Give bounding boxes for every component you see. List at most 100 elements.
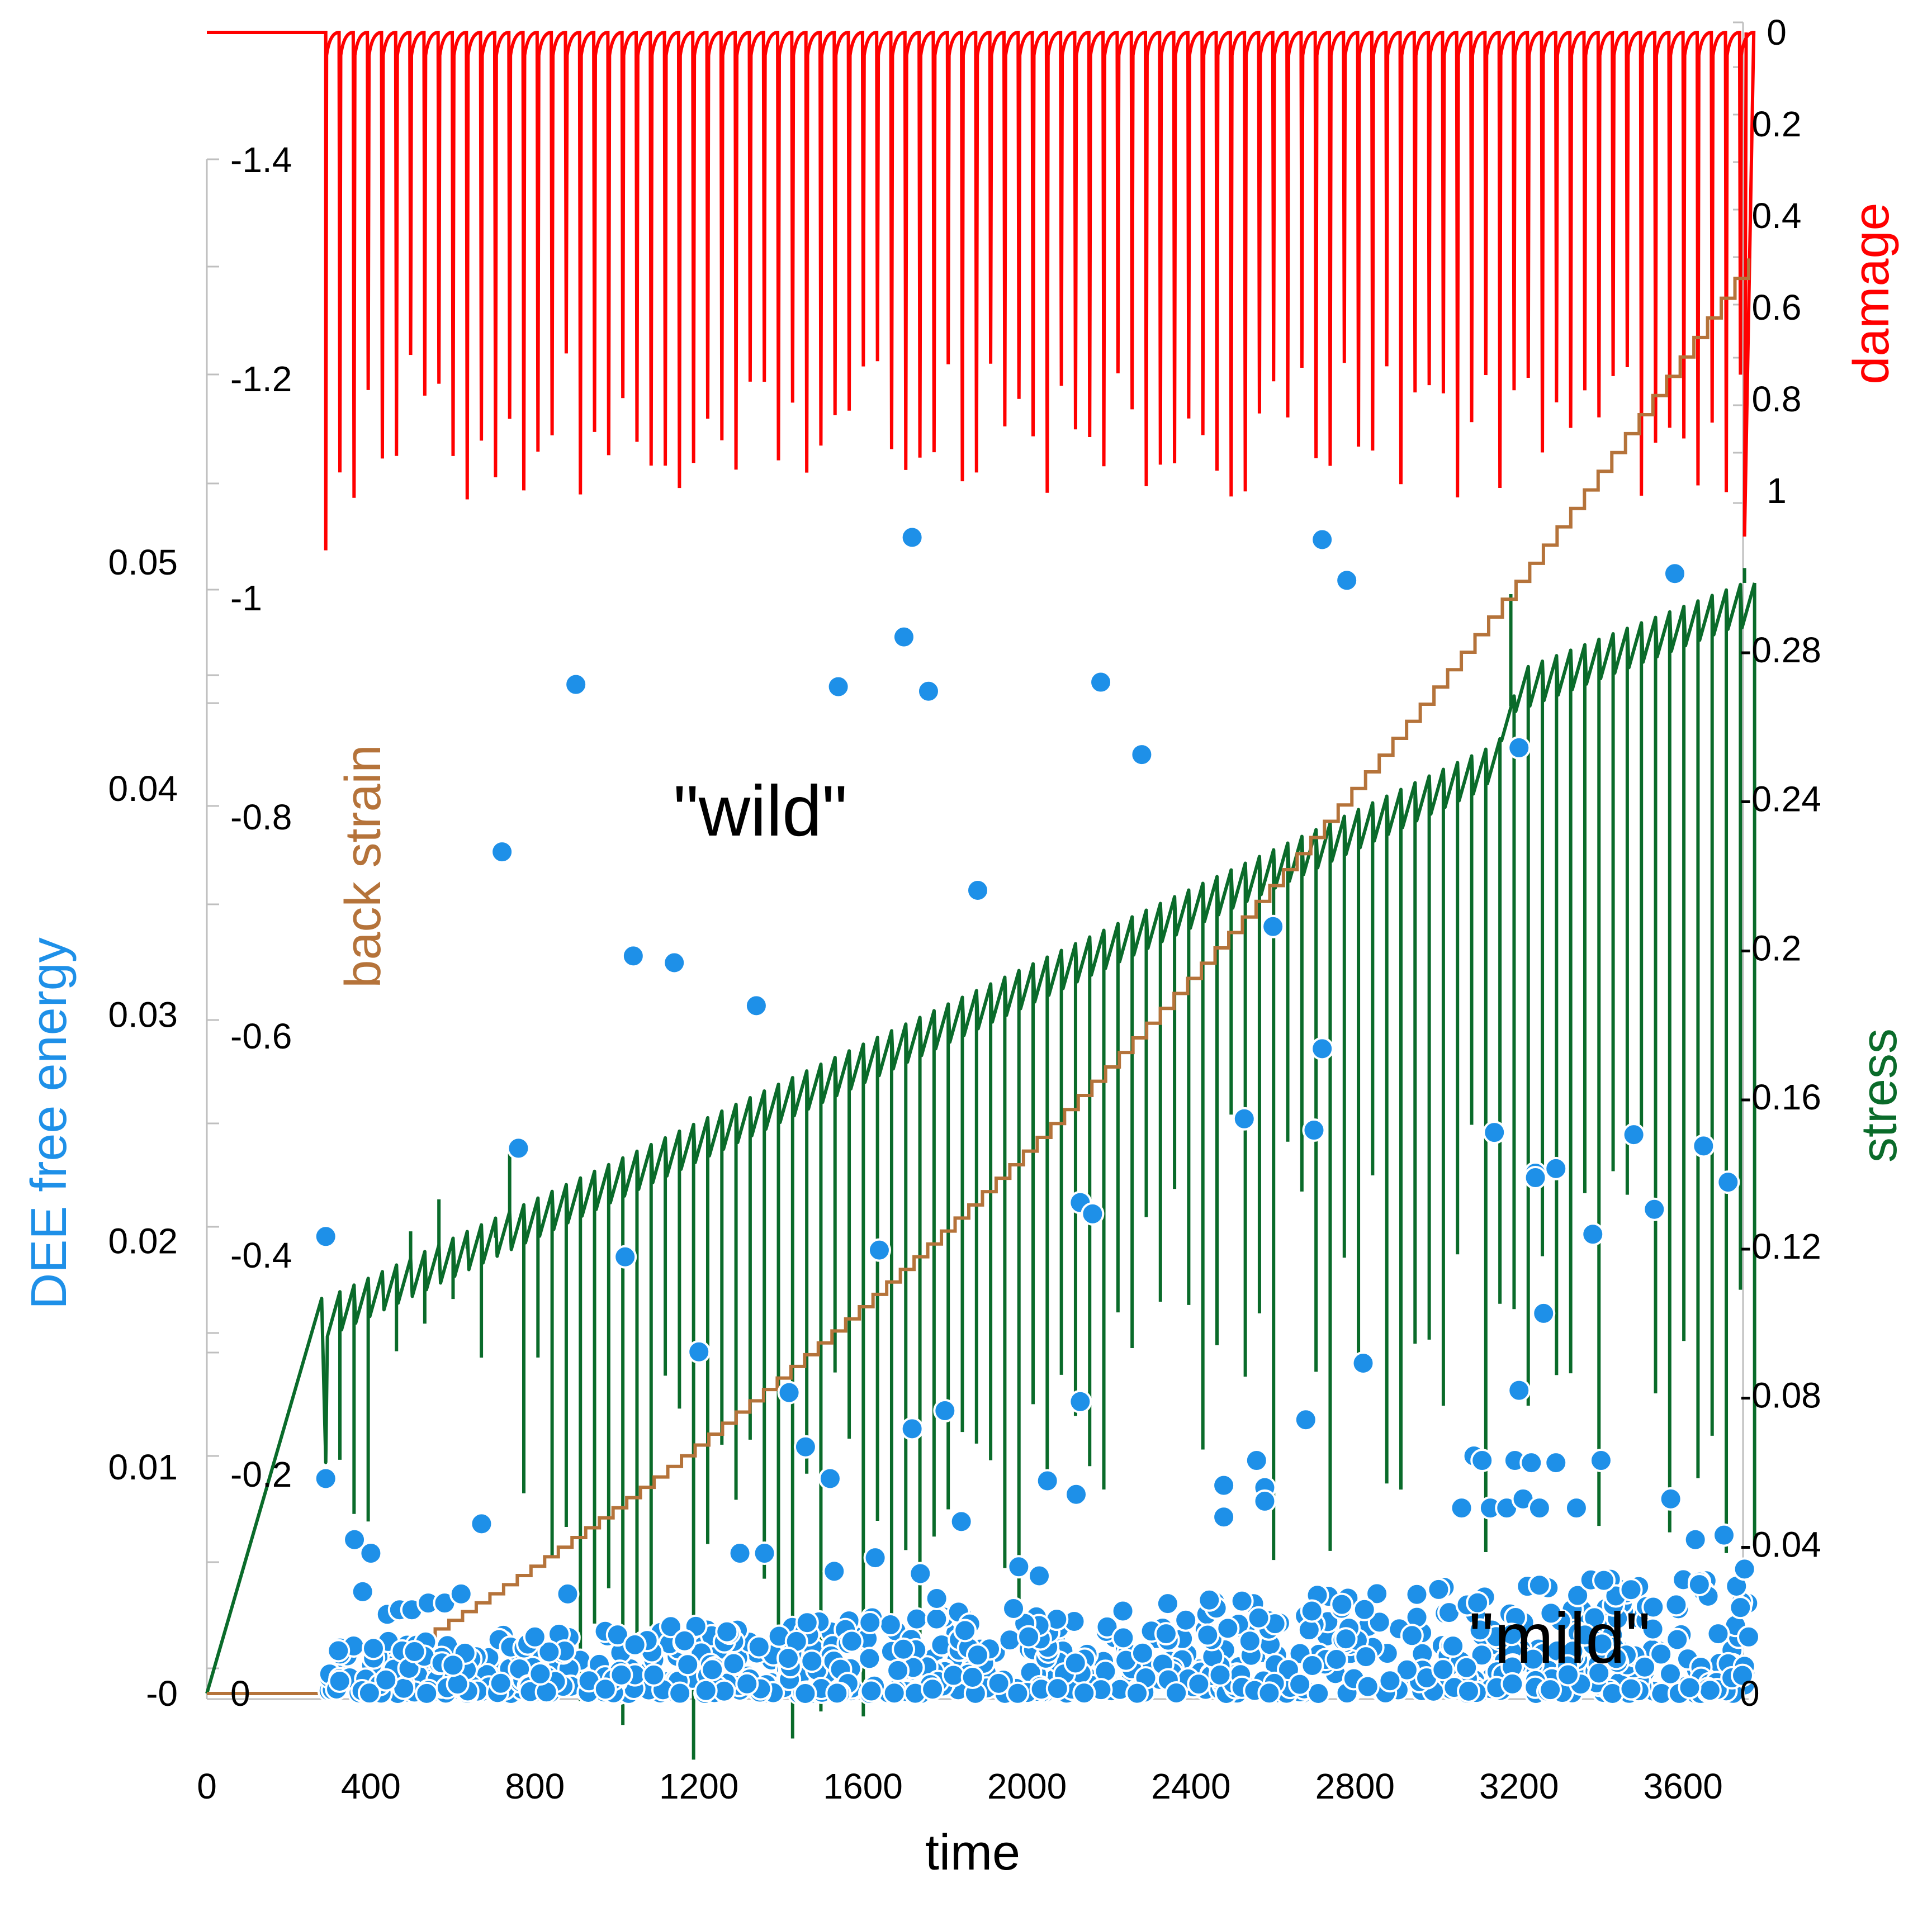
- tick-labels: 0 400 800 1200 1600 2000 2400 2800 3200 3600 -0 0.0…: [108, 12, 1821, 1806]
- dee-point: [694, 1678, 718, 1702]
- dee-point: [528, 1662, 552, 1686]
- x-tick-label: 0: [197, 1766, 217, 1806]
- dee-point: [623, 1633, 647, 1657]
- dee-point: [621, 944, 645, 968]
- dee-point: [470, 1512, 494, 1536]
- dee-point: [1400, 1624, 1424, 1648]
- back-strain-tick-label: -1.4: [230, 140, 292, 180]
- dee-free-energy-axis-title: DEE free energy: [21, 937, 77, 1309]
- dee-point: [1499, 1623, 1523, 1647]
- dee-point: [1310, 528, 1334, 552]
- dee-point: [361, 1636, 385, 1661]
- dee-point: [949, 1510, 973, 1534]
- damage-series: [207, 30, 1756, 551]
- dee-point: [1737, 1625, 1760, 1649]
- back-strain-tick-label: -0.8: [230, 797, 292, 837]
- dee-point: [1310, 1037, 1334, 1061]
- dee-point: [1590, 1632, 1614, 1656]
- back-strain-line: [207, 258, 1750, 1695]
- dee-point: [1006, 1681, 1030, 1705]
- dee-point: [1335, 568, 1359, 592]
- back-strain-tick-label: -0.6: [230, 1016, 292, 1056]
- x-tick-label: 2400: [1151, 1766, 1230, 1806]
- dee-point: [314, 1225, 338, 1249]
- dee-point: [925, 1607, 949, 1631]
- dee-point: [1405, 1582, 1429, 1606]
- dee-point: [747, 1635, 771, 1659]
- dee-point: [1712, 1523, 1736, 1547]
- dee-point: [326, 1639, 351, 1663]
- dee-point: [1208, 1663, 1232, 1687]
- dee-point: [1072, 1681, 1096, 1705]
- back-strain-tick-label: -1: [230, 578, 262, 618]
- dee-point: [1356, 1674, 1380, 1699]
- dee-point: [1212, 1505, 1236, 1529]
- dee-tick-label: -0: [146, 1673, 178, 1714]
- dee-point: [1125, 1681, 1149, 1705]
- damage-tick-label: 0.2: [1752, 104, 1802, 144]
- dee-point: [1130, 743, 1154, 767]
- dee-point: [1566, 1583, 1590, 1607]
- dee-point: [1457, 1679, 1481, 1703]
- dee-point: [1441, 1634, 1465, 1658]
- dee-point: [441, 1653, 465, 1677]
- dee-point: [1687, 1573, 1711, 1597]
- dee-point: [605, 1623, 629, 1647]
- dee-point: [1622, 1123, 1646, 1147]
- dee-point: [374, 1668, 398, 1692]
- dee-point: [676, 1653, 700, 1677]
- dee-point: [642, 1663, 666, 1687]
- dee-point: [1007, 1555, 1031, 1579]
- x-tick-label: 1200: [659, 1766, 738, 1806]
- dee-point: [314, 1467, 338, 1491]
- dee-point: [858, 1647, 882, 1671]
- damage-tick-label: 1: [1767, 471, 1787, 511]
- dee-point: [1556, 1663, 1580, 1687]
- dee-point: [1532, 1301, 1556, 1325]
- dee-point: [1633, 1655, 1657, 1679]
- mild-annotation: "mild": [1469, 1598, 1651, 1678]
- x-tick-label: 1600: [823, 1766, 902, 1806]
- dee-point: [908, 1562, 932, 1586]
- dee-point: [722, 1652, 746, 1676]
- dee-point: [1538, 1678, 1562, 1702]
- dee-point: [1196, 1623, 1220, 1647]
- dee-point: [1664, 1593, 1688, 1617]
- dee-point: [892, 625, 916, 649]
- dee-point: [800, 1649, 824, 1673]
- dee-point: [735, 1672, 759, 1696]
- stress-tick-label: -0.24: [1740, 779, 1821, 819]
- dee-point: [506, 1136, 531, 1160]
- stress-tick-label: -0.08: [1740, 1375, 1821, 1416]
- dee-point: [351, 1579, 375, 1604]
- dee-point: [953, 1619, 977, 1643]
- dee-point: [1063, 1651, 1087, 1675]
- dee-point: [1527, 1573, 1551, 1597]
- dee-point: [1716, 1170, 1740, 1194]
- dee-point: [900, 525, 924, 549]
- dee-point: [1523, 1166, 1547, 1190]
- dee-point: [1330, 1592, 1354, 1616]
- x-tick-label: 400: [341, 1766, 401, 1806]
- dee-point: [673, 1629, 697, 1653]
- dee-point: [793, 1681, 817, 1705]
- dee-point: [1431, 1658, 1455, 1682]
- dee-point: [1324, 1648, 1348, 1672]
- dee-point: [752, 1541, 776, 1566]
- dee-point: [1683, 1527, 1707, 1552]
- dee-point: [744, 994, 768, 1018]
- dee-point: [1619, 1578, 1643, 1602]
- x-tick-label: 800: [505, 1766, 565, 1806]
- dee-tick-label: 0.04: [108, 768, 178, 809]
- dee-point: [1367, 1610, 1391, 1634]
- dee-point: [1468, 1618, 1492, 1642]
- dee-point: [537, 1640, 561, 1664]
- dee-point: [687, 1340, 711, 1364]
- dee-point: [882, 1681, 906, 1705]
- dee-point: [609, 1663, 633, 1687]
- dee-point: [662, 951, 686, 975]
- dee-point: [966, 878, 989, 902]
- dee-point: [1095, 1615, 1119, 1639]
- dee-point: [1187, 1672, 1211, 1696]
- dee-point: [1156, 1592, 1180, 1616]
